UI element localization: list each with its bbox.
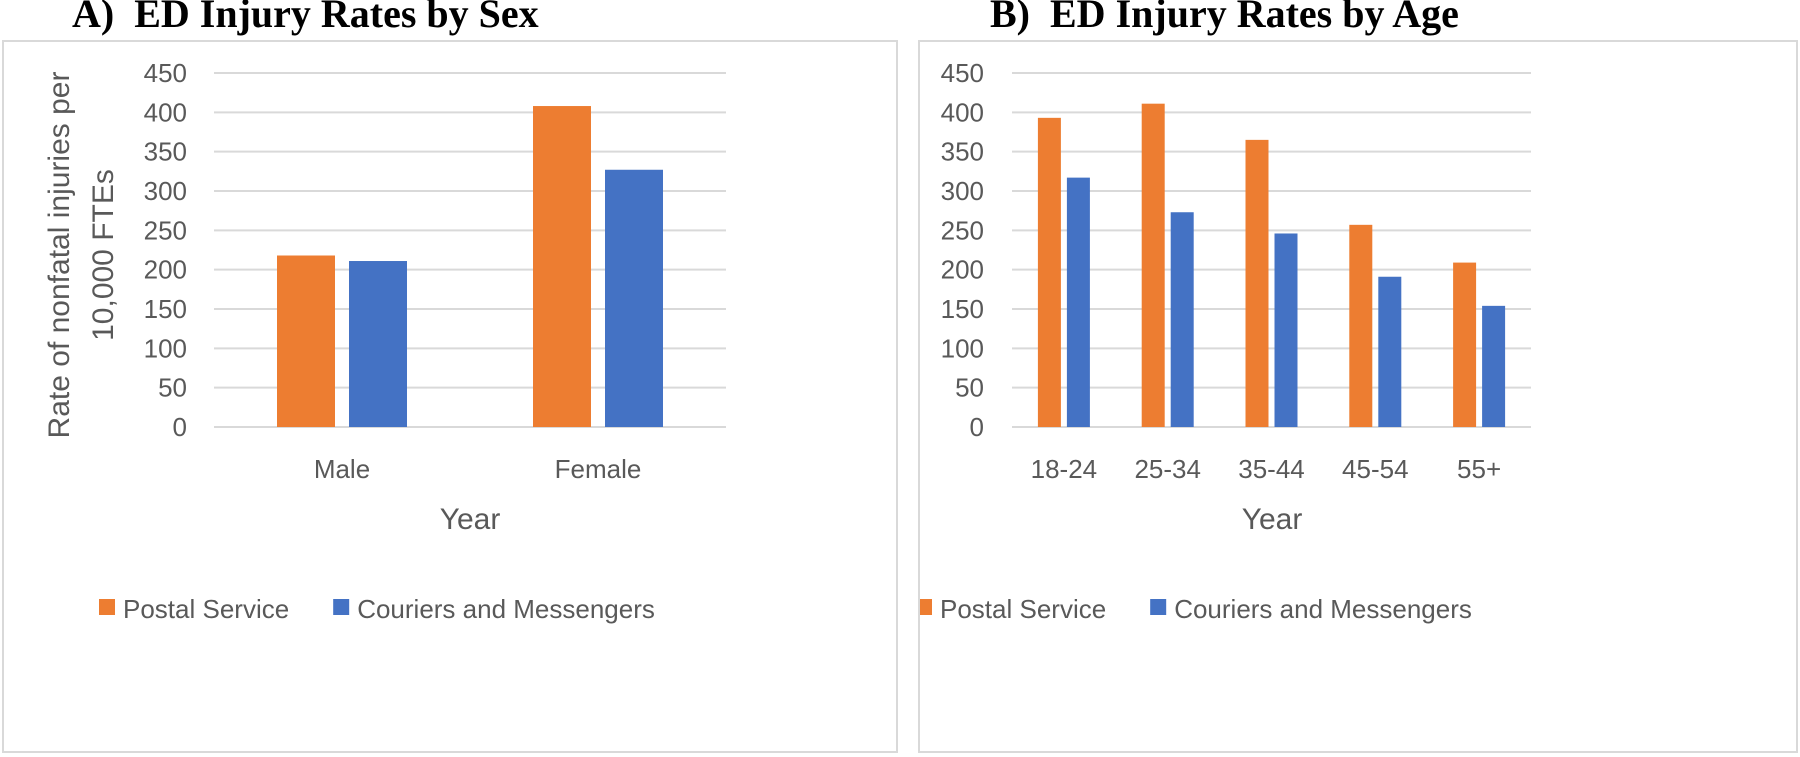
chart-b-bar-postal-35-44 <box>1245 139 1269 427</box>
chart-a-legend-label: Couriers and Messengers <box>357 594 655 624</box>
chart-b-container: 0 50 100 150 200 250 300 350 400 450 18-24 25-34 35-… <box>841 40 1798 753</box>
panel-a-title: A) ED Injury Rates by Sex <box>72 0 539 36</box>
chart-b-bar-postal-55+ <box>1453 262 1477 427</box>
chart-b-bar-postal-45-54 <box>1349 224 1373 427</box>
chart-b-x-tick-label: 25-34 <box>1134 454 1201 484</box>
chart-b-x-tick-label: 55+ <box>1457 454 1501 484</box>
chart-a-bar-couriers-Female <box>605 169 663 427</box>
chart-b-bar-postal-18-24 <box>1037 117 1061 427</box>
chart-b-bar-couriers-55+ <box>1482 305 1506 427</box>
chart-a-legend-swatch-postal <box>99 599 115 615</box>
chart-b-y-tick-label: 400 <box>941 97 984 127</box>
chart-b-legend-label: Postal Service <box>940 594 1106 624</box>
chart-a-y-tick-label: 250 <box>144 215 187 245</box>
chart-b-bar-couriers-18-24 <box>1066 177 1090 427</box>
chart-a-y-tick-label: 50 <box>158 373 187 403</box>
chart-b-y-tick-label: 200 <box>941 255 984 285</box>
chart-b-bar-couriers-45-54 <box>1378 276 1402 427</box>
chart-b-x-tick-label: 35-44 <box>1238 454 1305 484</box>
chart-a-y-tick-label: 450 <box>144 58 187 88</box>
chart-a-bar-postal-Female <box>533 106 591 427</box>
chart-a-y-tick-label: 150 <box>144 294 187 324</box>
chart-b-bar-postal-25-34 <box>1141 103 1165 428</box>
chart-a-x-axis-title: Year <box>440 503 501 536</box>
chart-b-y-tick-label: 100 <box>941 333 984 363</box>
chart-a-y-tick-label: 100 <box>144 333 187 363</box>
chart-a: 0 50 100 150 200 250 300 350 400 450 Male Female Yea… <box>43 58 726 624</box>
chart-b-bar-couriers-35-44 <box>1274 233 1298 427</box>
chart-a-y-tick-label: 0 <box>173 412 187 442</box>
chart-a-legend-swatch-couriers <box>333 599 350 615</box>
chart-b-y-tick-label: 150 <box>941 294 984 324</box>
chart-b: 0 50 100 150 200 250 300 350 400 450 18-24 25-34 35-… <box>841 58 1531 624</box>
chart-a-y-tick-label: 400 <box>144 97 187 127</box>
chart-a-x-tick-label: Male <box>314 454 370 484</box>
chart-b-y-tick-label: 300 <box>941 176 984 206</box>
chart-a-y-tick-label: 350 <box>144 137 187 167</box>
chart-b-bar-couriers-25-34 <box>1170 212 1194 427</box>
panel-b-title: B) ED Injury Rates by Age <box>990 0 1459 36</box>
chart-a-bar-postal-Male <box>277 255 335 427</box>
chart-a-y-tick-label: 300 <box>144 176 187 206</box>
chart-a-x-tick-label: Female <box>555 454 642 484</box>
chart-b-legend-swatch-postal <box>916 599 932 615</box>
chart-b-x-axis-title: Year <box>1242 503 1303 536</box>
chart-b-x-tick-label: 45-54 <box>1342 454 1409 484</box>
chart-a-legend-label: Postal Service <box>123 594 289 624</box>
chart-b-legend-label: Couriers and Messengers <box>1174 594 1472 624</box>
chart-b-y-tick-label: 350 <box>941 137 984 167</box>
chart-b-y-tick-label: 50 <box>955 373 984 403</box>
chart-a-container: 0 50 100 150 200 250 300 350 400 450 Male Female Yea… <box>2 40 898 753</box>
chart-a-y-tick-label: 200 <box>144 255 187 285</box>
chart-b-x-tick-label: 18-24 <box>1031 454 1098 484</box>
chart-b-y-tick-label: 250 <box>941 215 984 245</box>
chart-b-y-tick-label: 0 <box>970 412 984 442</box>
chart-a-y-axis-title: Rate of nonfatal injuries per <box>43 72 76 439</box>
chart-b-y-tick-label: 450 <box>941 58 984 88</box>
chart-b-legend-swatch-couriers <box>1150 599 1167 615</box>
chart-a-y-axis-title: 10,000 FTEs <box>87 169 120 341</box>
chart-a-bar-couriers-Male <box>349 261 407 427</box>
